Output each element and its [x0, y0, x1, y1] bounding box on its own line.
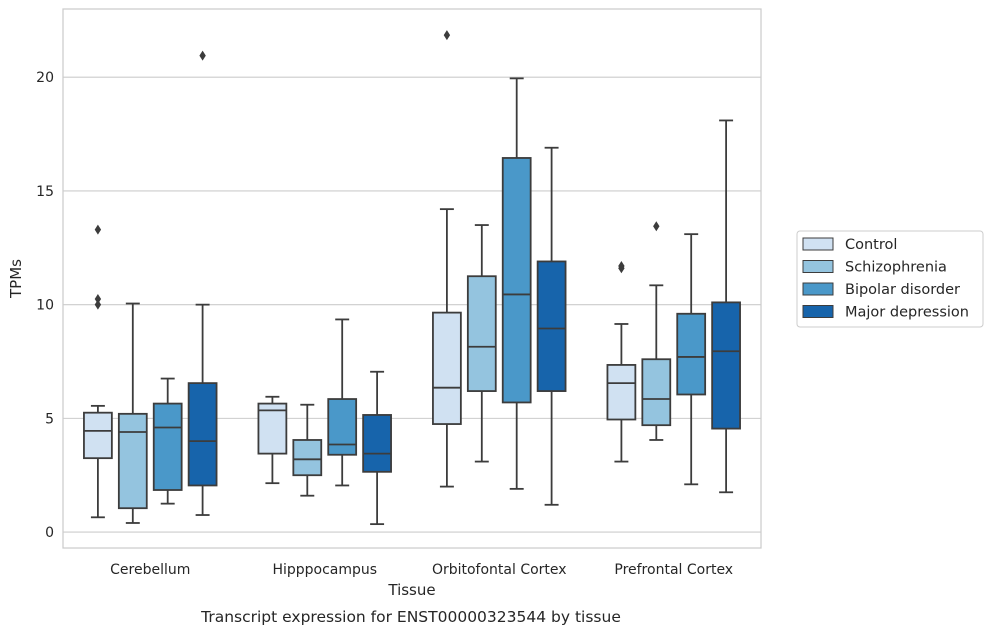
- y-tick-label: 10: [36, 298, 54, 314]
- box-control: [606, 260, 637, 463]
- box-major-depression: [711, 119, 741, 494]
- iqr-box: [257, 402, 288, 455]
- y-tick-label: 5: [45, 411, 54, 427]
- iqr-box: [676, 312, 707, 396]
- legend-swatch: [802, 237, 834, 251]
- iqr-box: [466, 275, 497, 392]
- iqr-box: [362, 414, 392, 473]
- box-bipolar-disorder: [152, 377, 183, 505]
- iqr-box: [536, 260, 567, 392]
- box-control: [257, 395, 288, 485]
- x-tick-label: Orbitofontal Cortex: [432, 562, 567, 578]
- box-control: [83, 224, 113, 519]
- outlier-point: [94, 224, 102, 235]
- box-schizophrenia: [466, 224, 497, 463]
- plot-area-frame: [62, 8, 762, 549]
- outlier-point: [618, 263, 625, 274]
- y-tick-label: 15: [36, 184, 54, 200]
- box-series: [83, 30, 741, 526]
- legend-frame: [796, 230, 984, 328]
- iqr-box: [606, 364, 637, 421]
- box-control: [432, 30, 462, 488]
- outlier-point: [443, 30, 451, 41]
- box-major-depression: [536, 146, 567, 506]
- legend-swatch: [802, 260, 834, 273]
- legend: Control Schizophrenia Bipolar disorder Majo…: [796, 230, 984, 328]
- legend-label: Control: [845, 237, 897, 253]
- iqr-box: [117, 412, 148, 510]
- box-bipolar-disorder: [327, 318, 358, 487]
- legend-swatch: [802, 282, 834, 296]
- box-major-depression: [187, 50, 218, 516]
- box-major-depression: [362, 370, 392, 526]
- x-tick-label: Hipppocampus: [272, 562, 377, 578]
- legend-label: Schizophrenia: [845, 260, 947, 276]
- y-axis-label: TPMs: [7, 259, 25, 299]
- iqr-box: [83, 411, 113, 460]
- x-axis-label: Tissue: [387, 581, 435, 599]
- outlier-point: [653, 221, 660, 232]
- legend-swatch: [802, 305, 834, 318]
- x-axis-ticks: Cerebellum Hipppocampus Orbitofontal Corte…: [110, 562, 733, 578]
- box-bipolar-disorder: [501, 77, 532, 490]
- iqr-box: [292, 439, 323, 477]
- y-tick-label: 0: [45, 525, 54, 541]
- iqr-box: [187, 382, 218, 487]
- box-schizophrenia: [292, 403, 323, 497]
- iqr-box: [711, 301, 741, 430]
- x-tick-label: Prefrontal Cortex: [614, 562, 733, 578]
- box-bipolar-disorder: [676, 233, 707, 486]
- iqr-box: [432, 311, 462, 425]
- box-schizophrenia: [641, 221, 672, 441]
- outlier-point: [94, 299, 102, 310]
- iqr-box: [501, 157, 532, 404]
- iqr-box: [641, 358, 672, 427]
- x-tick-label: Cerebellum: [110, 562, 190, 578]
- y-tick-label: 20: [36, 70, 54, 86]
- legend-label: Major depression: [845, 305, 969, 321]
- outlier-point: [199, 50, 206, 61]
- iqr-box: [152, 402, 183, 491]
- legend-label: Bipolar disorder: [845, 282, 960, 298]
- box-schizophrenia: [117, 302, 148, 524]
- y-axis-ticks: 0 5 10 15 20: [36, 70, 54, 541]
- outlier-point: [94, 293, 102, 304]
- chart-caption: Transcript expression for ENST0000032354…: [200, 608, 621, 626]
- iqr-box: [327, 398, 358, 456]
